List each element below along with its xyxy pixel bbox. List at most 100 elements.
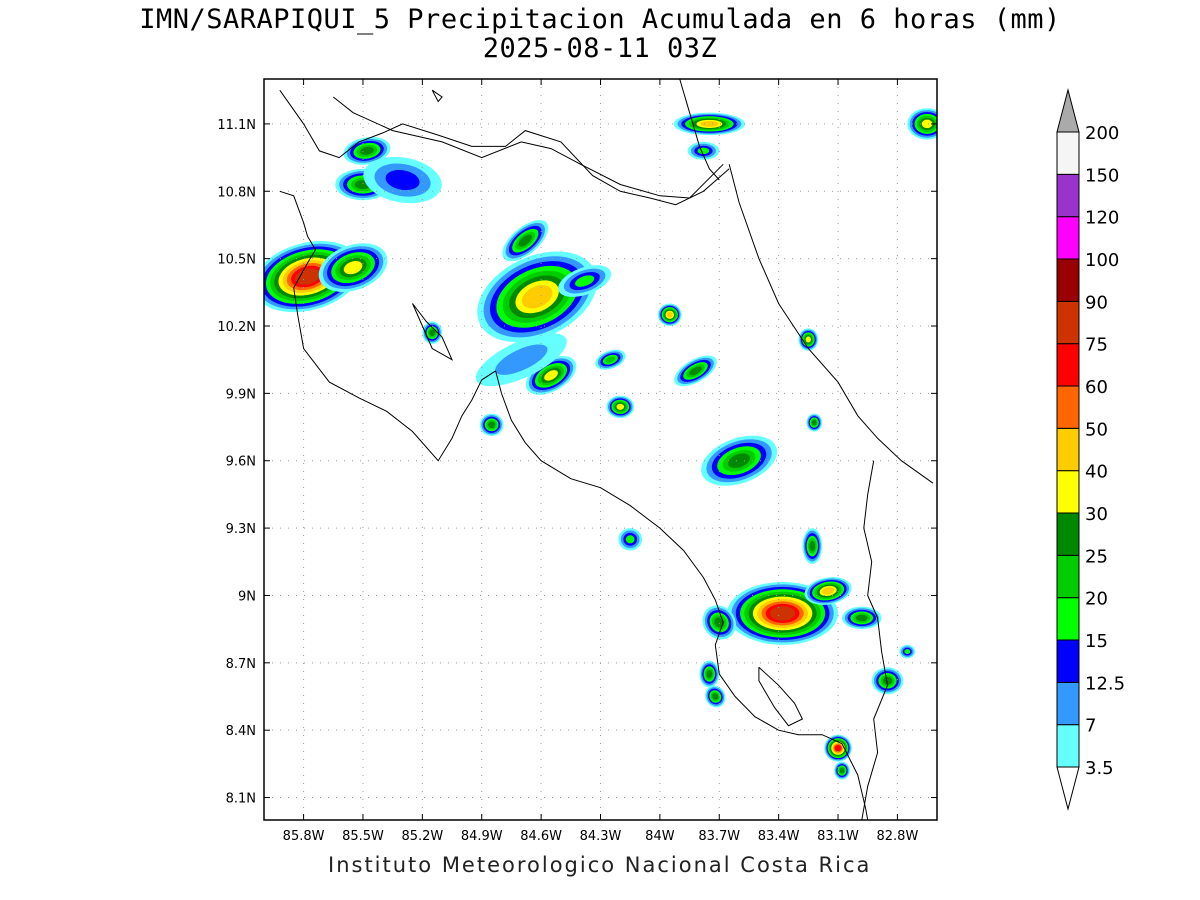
precip-cell-13-level-5 [689,366,702,376]
lat-tick-label: 8.1N [226,792,256,807]
lon-tick-label: 83.7W [698,829,740,844]
island-1 [412,303,454,361]
colorbar-box-13 [1056,216,1080,260]
precip-cell-32-level-3 [625,535,635,544]
colorbar-legend: 200 150 120 100 90 75 60 50 40 30 25 20 15 12.5 7 3.5 [1056,88,1125,811]
colorbar-box-11 [1056,300,1080,345]
colorbar-label: 150 [1085,165,1119,186]
coastline-4 [679,79,720,181]
lat-tick-label: 8.4N [226,724,256,739]
colorbar-box-10 [1056,343,1080,387]
precip-cell-1-level-6 [343,261,363,275]
precip-cell-9-level-1 [495,344,548,375]
precip-cell-4-level-2 [385,170,420,191]
lat-tick-label: 9N [238,589,256,604]
coastline-3 [728,164,934,484]
colorbar-box-14 [1056,173,1080,218]
precip-cell-29-level-5 [882,676,893,685]
map-title: IMN/SARAPIQUI_5 Precipitacion Acumulada … [139,4,1061,35]
lon-tick-label: 82.8W [877,829,919,844]
lat-tick-label: 10.2N [217,320,256,335]
colorbar-high-arrow [1056,88,1080,133]
colorbar-box-8 [1056,427,1080,472]
precip-cell-16-level-7 [700,121,719,127]
border-0 [332,96,724,199]
lat-tick-label: 10.8N [217,185,256,200]
coastline-2 [495,370,869,820]
lon-tick-label: 84.6W [520,829,562,844]
precip-cell-30-level-9 [834,744,842,752]
lon-tick-label: 83.4W [758,829,800,844]
colorbar-box-6 [1056,512,1080,556]
longitude-axis: 85.8W 85.5W 85.2W 84.9W 84.6W 84.3W 84W 83.7W 83… [283,79,919,844]
latitude-axis: 11.1N 10.8N 10.5N 10.2N 9.9N 9.6N 9.3N 9N 8.7N 8.… [217,118,937,807]
lat-tick-label: 9.3N [226,522,256,537]
map-valid-time: 2025-08-11 03Z [482,33,718,64]
lat-tick-label: 9.9N [226,387,256,402]
colorbar-box-2 [1056,681,1080,726]
precip-cell-22-level-10 [770,606,796,621]
precip-cell-0-level-10 [295,268,320,285]
colorbar-label: 120 [1085,208,1119,229]
footer-credit: Instituto Meteorologico Nacional Costa R… [328,853,872,877]
colorbar-label: 50 [1085,419,1108,440]
lat-tick-label: 10.5N [217,253,256,268]
colorbar-label: 30 [1085,504,1108,525]
colorbar-label: 90 [1085,292,1108,313]
colorbar-label: 15 [1085,631,1108,652]
colorbar-box-4 [1056,597,1080,641]
colorbar-label: 12.5 [1085,673,1125,694]
lon-tick-label: 85.5W [342,829,384,844]
colorbar-label: 7 [1085,716,1096,737]
colorbar-label: 3.5 [1085,758,1114,779]
border-1 [861,460,889,820]
precip-cell-24-level-5 [714,617,725,628]
precip-cell-33-level-3 [904,649,911,655]
island-0 [758,666,804,727]
precip-cell-6-level-5 [518,234,532,247]
colorbar-box-9 [1056,385,1080,429]
precip-cell-17-level-3 [697,147,710,155]
precip-cell-31-level-5 [839,767,845,774]
colorbar-box-12 [1056,258,1080,302]
colorbar-box-7 [1056,470,1080,514]
colorbar-low-arrow [1056,766,1080,811]
lat-tick-label: 8.7N [226,657,256,672]
colorbar-box-1 [1056,724,1080,768]
colorbar-label: 60 [1085,377,1108,398]
lon-tick-label: 85.2W [401,829,443,844]
precip-cell-25-level-5 [856,614,868,622]
lon-tick-label: 84.3W [580,829,622,844]
lon-tick-label: 84.9W [461,829,503,844]
precipitation-field [264,108,937,780]
colorbar-label: 25 [1085,546,1108,567]
precip-cell-2-level-5 [360,146,374,155]
precip-cell-14-level-5 [429,329,436,337]
coastline-0 [279,89,730,206]
precip-cell-11-level-4 [605,356,616,363]
precip-cell-20-level-5 [811,419,817,426]
precip-cell-28-level-5 [712,693,719,700]
precip-cell-18-level-6 [921,119,933,129]
precip-cell-8-level-6 [544,370,558,381]
lat-tick-label: 11.1N [217,118,256,133]
precip-cell-5-level-7 [521,285,553,309]
precip-cell-21-level-5 [727,453,751,469]
lon-tick-label: 84W [645,829,675,844]
colorbar-box-3 [1056,639,1080,683]
island-2 [431,89,443,103]
lat-lon-grid [264,79,937,820]
precip-cell-15-level-5 [488,421,496,429]
precip-cell-7-level-3 [575,275,595,287]
colorbar-box-5 [1056,554,1080,599]
coastlines [279,79,934,820]
colorbar-label: 20 [1085,589,1108,610]
precip-cell-19-level-6 [805,336,812,343]
precip-cell-23-level-7 [822,587,835,595]
coastline-1 [279,190,496,462]
lon-tick-label: 85.8W [283,829,325,844]
colorbar-label: 75 [1085,335,1108,356]
lon-tick-label: 83.1W [817,829,859,844]
precip-cell-10-level-6 [616,403,625,410]
